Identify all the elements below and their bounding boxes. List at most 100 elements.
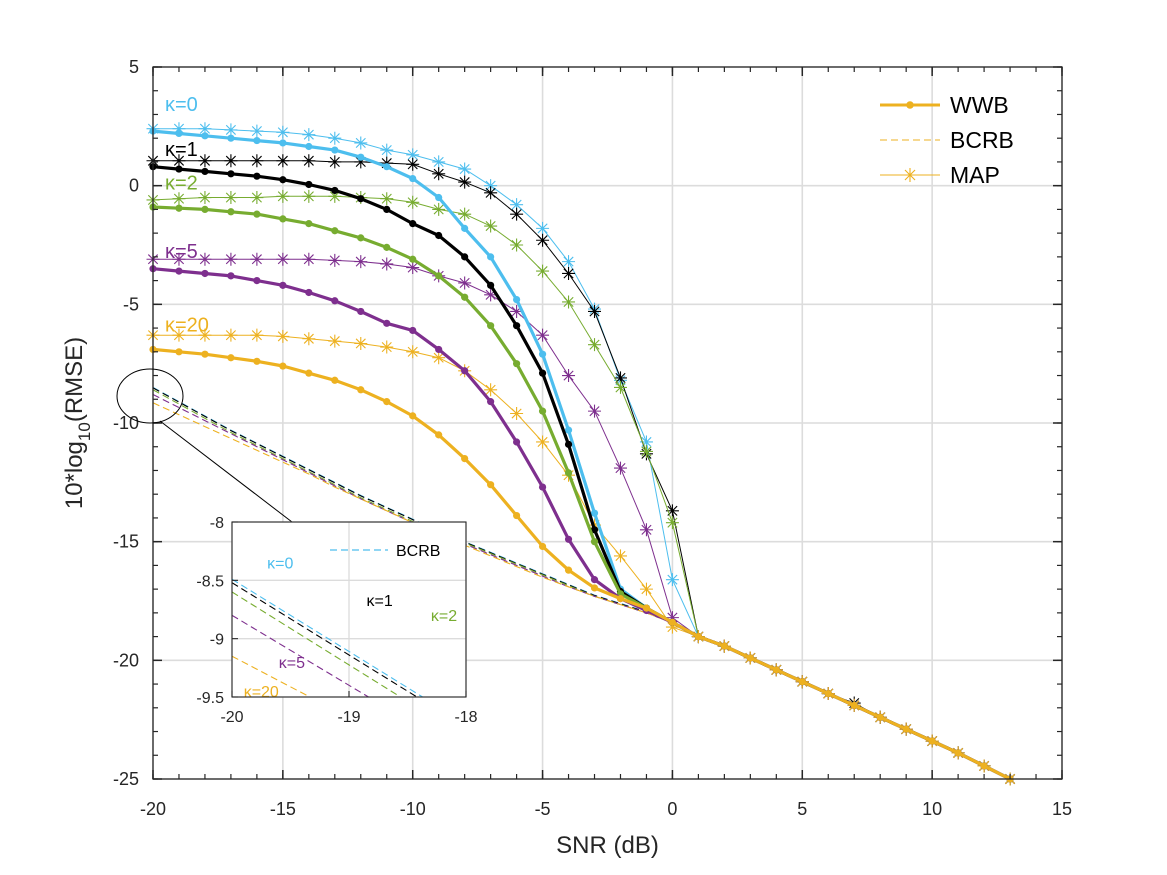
series-layer [146, 122, 1017, 786]
wwb-marker [850, 701, 858, 710]
wwb-marker [357, 195, 365, 203]
map-marker [250, 328, 264, 342]
inset-x-tick-label: -19 [337, 709, 360, 726]
series-wwb-kappa-20 [149, 345, 1014, 783]
legend-label: WWB [950, 92, 1009, 118]
wwb-marker [279, 139, 287, 147]
wwb-marker [435, 272, 443, 280]
wwb-marker [227, 354, 235, 362]
wwb-marker [746, 654, 754, 662]
wwb-marker [513, 511, 521, 520]
wwb-marker [538, 369, 547, 377]
map-marker [328, 253, 342, 267]
map-marker [302, 189, 316, 203]
wwb-marker [487, 281, 495, 289]
wwb-marker [409, 412, 417, 420]
x-tick-label: -5 [535, 799, 551, 819]
y-tick-label: -15 [113, 532, 139, 552]
wwb-marker [798, 678, 806, 686]
wwb-marker [357, 386, 365, 394]
map-marker [639, 582, 653, 596]
x-tick-label: -15 [270, 799, 296, 819]
wwb-marker [201, 205, 209, 213]
wwb-marker [564, 440, 573, 448]
map-marker [172, 122, 186, 136]
wwb-marker [279, 215, 287, 223]
map-marker [172, 252, 186, 266]
map-marker [172, 192, 186, 206]
map-marker [484, 383, 498, 397]
wwb-marker [513, 360, 521, 368]
wwb-marker [513, 438, 521, 446]
map-marker [302, 154, 316, 168]
wwb-marker [357, 234, 365, 242]
map-marker [354, 136, 368, 150]
map-marker [198, 252, 212, 266]
legend-label: MAP [950, 162, 1000, 188]
wwb-marker [227, 272, 235, 280]
wwb-marker [305, 142, 313, 151]
wwb-marker [279, 281, 287, 289]
map-marker [380, 257, 394, 271]
wwb-marker [590, 576, 599, 584]
map-marker [432, 202, 446, 216]
map-marker [250, 191, 264, 205]
map-marker [406, 345, 420, 359]
wwb-marker [902, 725, 910, 733]
wwb-marker [279, 362, 287, 370]
map-marker [588, 338, 602, 352]
legend: WWB BCRB MAP [880, 92, 1014, 188]
wwb-marker [928, 737, 936, 745]
wwb-marker [201, 132, 209, 140]
wwb-marker [590, 538, 599, 546]
map-marker [510, 304, 524, 318]
map-marker [224, 123, 238, 137]
wwb-marker [175, 267, 183, 275]
y-tick-label: -10 [113, 413, 139, 433]
wwb-marker [409, 174, 417, 183]
wwb-marker [461, 253, 469, 261]
y-tick-label: 5 [129, 57, 139, 77]
wwb-marker [279, 176, 287, 184]
x-tick-label: -10 [400, 799, 426, 819]
map-marker [354, 155, 368, 169]
inset-bcrb-line [232, 655, 312, 697]
wwb-marker [227, 170, 235, 178]
wwb-marker [253, 277, 261, 285]
map-marker [536, 328, 550, 342]
map-marker [328, 334, 342, 348]
map-marker [172, 154, 186, 168]
wwb-marker [175, 204, 183, 212]
map-marker [536, 233, 550, 247]
map-marker [302, 128, 316, 142]
map-marker [432, 155, 446, 169]
wwb-marker [487, 398, 495, 406]
map-marker [639, 435, 653, 449]
wwb-marker [409, 220, 417, 228]
map-marker [510, 198, 524, 212]
wwb-marker [435, 193, 443, 202]
map-marker [536, 435, 550, 449]
map-marker [510, 407, 524, 421]
wwb-marker [383, 319, 391, 327]
map-marker [639, 444, 653, 458]
wwb-marker [305, 180, 313, 189]
map-marker [562, 255, 576, 269]
inset-lines [232, 578, 424, 697]
map-marker [613, 371, 627, 385]
map-marker [302, 332, 316, 346]
map-marker [198, 328, 212, 342]
map-marker [380, 143, 394, 157]
map-marker [198, 191, 212, 205]
wwb-marker [227, 208, 235, 216]
wwb-marker [357, 153, 365, 161]
x-tick-label: -20 [140, 799, 166, 819]
y-tick-label: -20 [113, 650, 139, 670]
x-tick-label: 0 [667, 799, 677, 819]
map-marker [380, 192, 394, 206]
wwb-line [152, 347, 1011, 781]
map-marker [613, 380, 627, 394]
wwb-marker [980, 762, 988, 770]
wwb-marker [513, 322, 521, 330]
